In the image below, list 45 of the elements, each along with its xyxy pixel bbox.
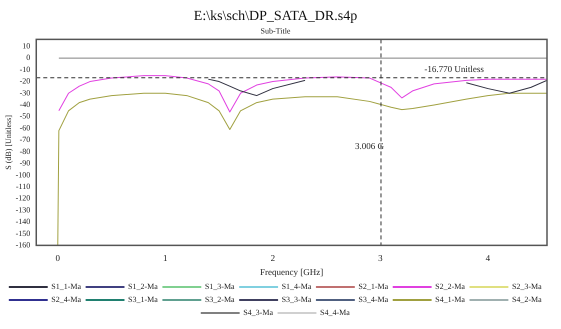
x-tick-label: 2	[270, 253, 276, 264]
y-tick-label: -20	[20, 76, 30, 86]
legend-label: S3_3-Ma	[282, 295, 312, 304]
x-tick-label: 0	[56, 253, 61, 264]
y-tick-label: -140	[16, 217, 30, 226]
y-tick-label: -80	[20, 146, 30, 156]
chart-subtitle: Sub-Title	[260, 26, 291, 36]
legend-label: S4_3-Ma	[243, 308, 274, 318]
y-tick-label: -160	[16, 240, 30, 250]
y-tick-label: -110	[16, 182, 30, 191]
legend-label: S1_3-Ma	[204, 282, 236, 292]
y-tick-label: -100	[16, 170, 30, 180]
y-tick-label: -150	[16, 228, 30, 238]
y-tick-label: 10	[22, 42, 30, 51]
y-tick-label: -40	[20, 100, 30, 110]
chart-title: E:\ks\sch\DP_SATA_DR.s4p	[194, 9, 358, 24]
legend-label: S4_1-Ma	[435, 295, 466, 304]
y-tick-label: -50	[20, 112, 30, 121]
y-axis-title: S (dB) [Unitless]	[4, 114, 13, 170]
ref-line-label: -16.770 Unitless	[424, 64, 484, 74]
x-axis-title: Frequency [GHz]	[260, 266, 324, 277]
legend-label: S2_3-Ma	[512, 282, 542, 292]
y-tick-label: -10	[20, 64, 30, 74]
y-tick-label: -60	[20, 123, 30, 132]
legend-label: S2_2-Ma	[435, 282, 466, 292]
legend-label: S1_1-Ma	[51, 282, 82, 292]
y-tick-label: -130	[16, 205, 30, 214]
x-tick-label: 3	[378, 253, 384, 264]
y-tick-label: -30	[20, 88, 30, 98]
y-tick-label: -120	[16, 194, 30, 203]
legend-label: S3_2-Ma	[204, 295, 236, 304]
legend-label: S4_4-Ma	[320, 308, 350, 318]
y-tick-label: -70	[20, 135, 30, 144]
legend-label: S2_4-Ma	[51, 295, 82, 304]
y-tick-label: 0	[26, 53, 30, 62]
legend-label: S3_1-Ma	[128, 295, 158, 304]
legend-label: S1_2-Ma	[128, 282, 158, 292]
y-tick-label: -90	[20, 158, 30, 168]
ref-line-label: 3.006 G	[354, 140, 384, 151]
x-tick-label: 4	[486, 253, 491, 264]
legend-label: S4_2-Ma	[512, 295, 542, 304]
legend-label: S3_4-Ma	[358, 295, 389, 304]
legend-label: S1_4-Ma	[282, 282, 312, 292]
legend-label: S2_1-Ma	[358, 282, 389, 292]
x-tick-label: 1	[163, 253, 168, 264]
